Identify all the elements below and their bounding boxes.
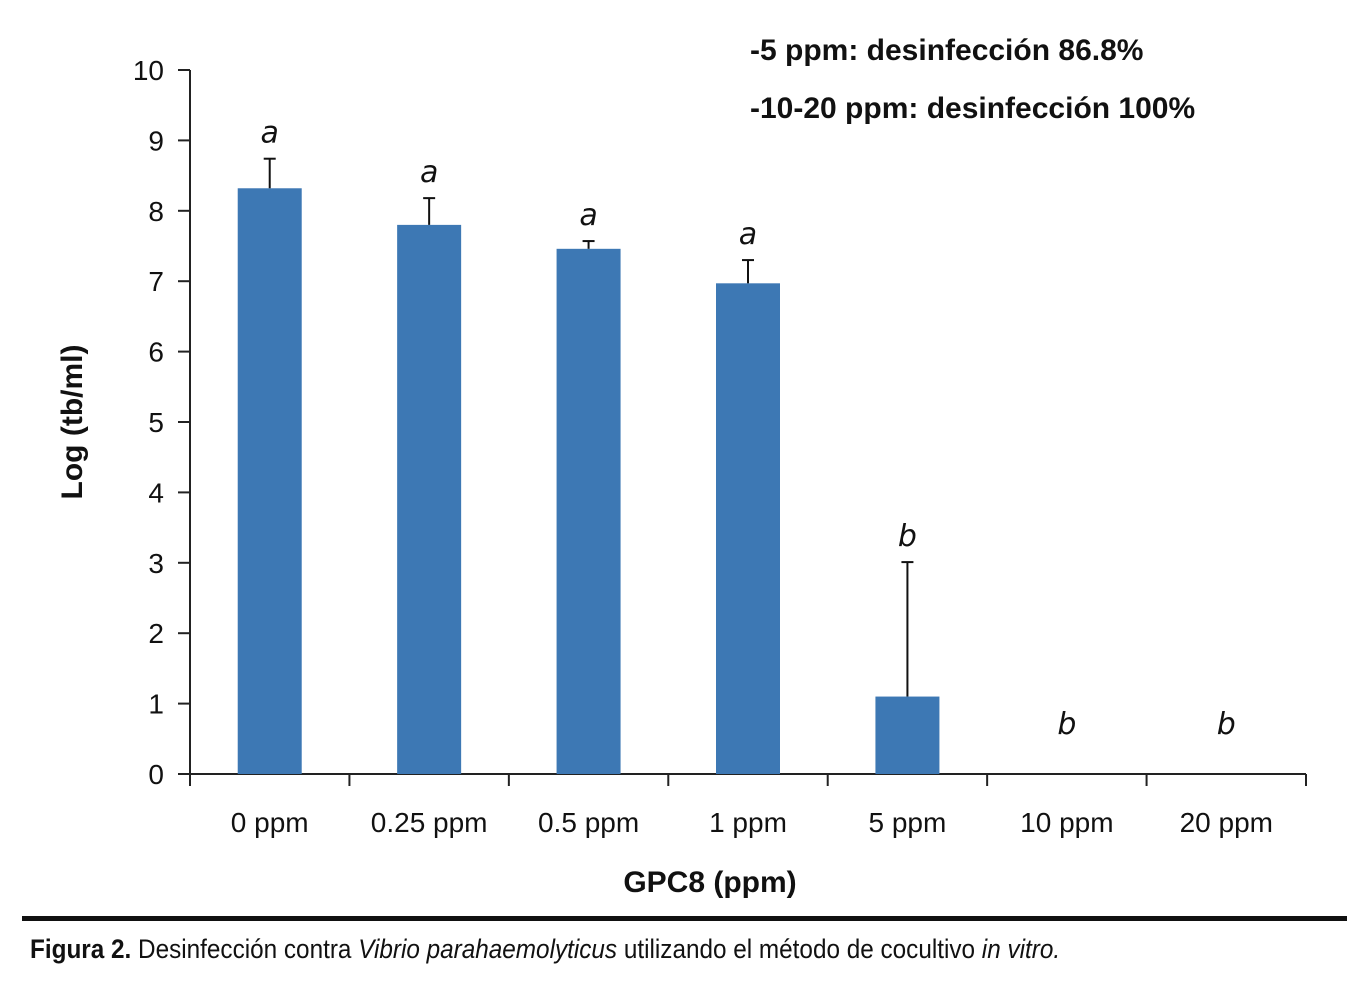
bars: a a a a b b b — [237, 116, 1236, 775]
significance-label: b — [898, 519, 917, 554]
significance-label: a — [739, 217, 757, 252]
y-tick-label: 0 — [148, 759, 164, 790]
caption-label: Figura 2. — [30, 934, 132, 964]
bar — [716, 283, 780, 774]
x-tick-label: 0 ppm — [231, 807, 309, 838]
y-tick-label: 6 — [148, 337, 164, 368]
y-tick-label: 7 — [148, 266, 164, 297]
y-tick-label: 1 — [148, 689, 164, 720]
annotation-10-20ppm: -10-20 ppm: desinfección 100% — [750, 92, 1195, 125]
bar — [397, 224, 462, 774]
caption-method: in vitro. — [981, 934, 1061, 964]
x-tick-label: 0.25 ppm — [371, 807, 488, 838]
caption-species: Vibrio parahaemolyticus — [358, 934, 618, 964]
x-axis: 0 ppm 0.25 ppm 0.5 ppm 1 ppm 5 ppm 10 ppm 20 p… — [189, 773, 1307, 838]
significance-label: a — [261, 116, 279, 151]
significance-label: b — [1217, 707, 1236, 742]
y-axis: 0 1 2 3 4 5 6 7 8 9 10 — [133, 55, 191, 790]
x-tick-label: 10 ppm — [1020, 807, 1113, 838]
significance-label: a — [420, 155, 438, 190]
y-tick-label: 5 — [148, 407, 164, 438]
bar — [875, 696, 940, 774]
significance-label: a — [579, 198, 597, 233]
bar — [556, 248, 621, 775]
x-tick-label: 0.5 ppm — [538, 807, 639, 838]
x-tick-label: 5 ppm — [869, 807, 947, 838]
y-tick-label: 8 — [148, 196, 164, 227]
bar — [237, 188, 302, 775]
chart: 0 1 2 3 4 5 6 7 8 9 10 0 ppm 0.25 ppm 0.5 ppm 1 ppm 5 … — [56, 34, 1307, 899]
y-tick-label: 2 — [148, 618, 164, 649]
annotation-5ppm: -5 ppm: desinfección 86.8% — [750, 34, 1143, 67]
caption-text-2: utilizando el método de cocultivo — [617, 934, 982, 964]
y-tick-label: 10 — [133, 55, 164, 86]
x-tick-label: 1 ppm — [709, 807, 787, 838]
significance-label: b — [1057, 707, 1076, 742]
y-tick-label: 9 — [148, 125, 164, 156]
y-axis-title: Log (tb/ml) — [56, 345, 89, 500]
caption-text-1: Desinfección contra — [131, 934, 359, 964]
y-tick-label: 3 — [148, 548, 164, 579]
caption-divider — [22, 916, 1347, 921]
figure-caption: Figura 2. Desinfección contra Vibrio par… — [30, 934, 1060, 965]
x-axis-title: GPC8 (ppm) — [623, 866, 796, 899]
y-tick-label: 4 — [148, 477, 164, 508]
x-tick-label: 20 ppm — [1180, 807, 1273, 838]
